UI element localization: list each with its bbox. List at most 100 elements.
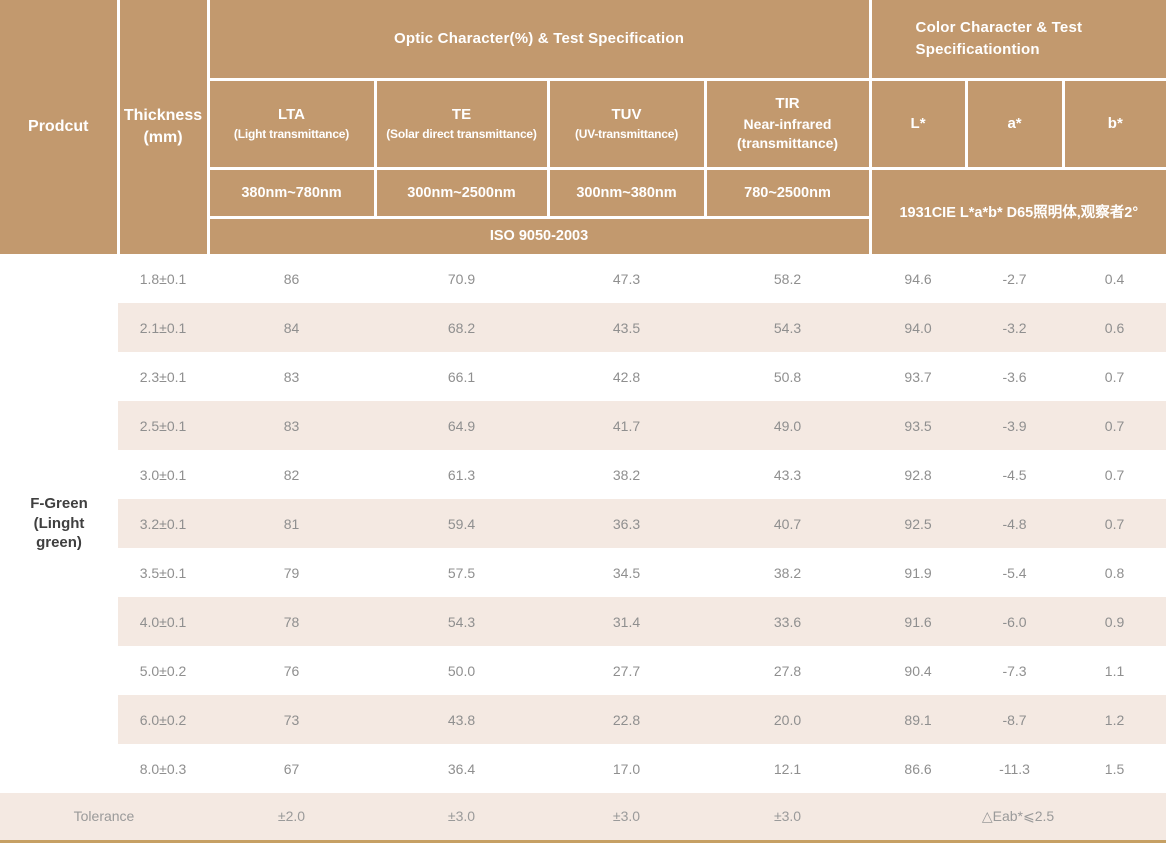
- value-cell: 57.5: [375, 548, 548, 597]
- value-cell: 43.3: [705, 450, 871, 499]
- value-cell: 0.9: [1063, 597, 1166, 646]
- column-header-tir: TIR Near-infrared (transmittance): [705, 79, 872, 170]
- value-cell: 90.4: [870, 646, 967, 695]
- column-subtitle: (Light transmittance): [233, 126, 350, 141]
- thickness-cell: 2.3±0.1: [118, 352, 208, 401]
- wavelength-range-tir: 780~2500nm: [705, 168, 872, 219]
- value-cell: 1.2: [1063, 695, 1166, 744]
- thickness-cell: 8.0±0.3: [118, 744, 208, 793]
- thickness-cell: 3.2±0.1: [118, 499, 208, 548]
- value-cell: 40.7: [705, 499, 871, 548]
- color-group-header: Color Character & Test Specificationtion: [870, 0, 1166, 81]
- value-cell: 79: [208, 548, 375, 597]
- column-header-bstar: b*: [1063, 79, 1166, 170]
- value-cell: 73: [208, 695, 375, 744]
- wavelength-range-tuv: 300nm~380nm: [548, 168, 707, 219]
- value-cell: -4.8: [966, 499, 1064, 548]
- value-cell: 0.7: [1063, 352, 1166, 401]
- thickness-cell: 5.0±0.2: [118, 646, 208, 695]
- value-cell: 41.7: [548, 401, 705, 450]
- value-cell: 43.8: [375, 695, 548, 744]
- value-cell: 54.3: [705, 303, 871, 352]
- value-cell: 83: [208, 352, 375, 401]
- column-name: LTA: [278, 106, 305, 124]
- tolerance-value: ±3.0: [375, 793, 548, 843]
- value-cell: 0.8: [1063, 548, 1166, 597]
- value-cell: 91.6: [870, 597, 967, 646]
- value-cell: 50.8: [705, 352, 871, 401]
- value-cell: 0.6: [1063, 303, 1166, 352]
- value-cell: 94.0: [870, 303, 967, 352]
- value-cell: 50.0: [375, 646, 548, 695]
- value-cell: -5.4: [966, 548, 1064, 597]
- value-cell: -8.7: [966, 695, 1064, 744]
- tolerance-value: ±2.0: [208, 793, 375, 843]
- column-name: TUV: [611, 106, 642, 124]
- column-subtitle: Near-infrared (transmittance): [736, 115, 839, 151]
- product-name-cell: F-Green (Linght green): [0, 254, 118, 793]
- standard-row: ISO 9050-2003: [0, 217, 1166, 254]
- value-cell: 0.7: [1063, 499, 1166, 548]
- value-cell: 43.5: [548, 303, 705, 352]
- tolerance-color-value: △Eab*⩽2.5: [870, 793, 1166, 843]
- table-row: F-Green (Linght green) 1.8±0.1 86 70.9 4…: [0, 254, 1166, 793]
- value-cell: 42.8: [548, 352, 705, 401]
- value-cell: -3.9: [966, 401, 1064, 450]
- value-cell: 1.5: [1063, 744, 1166, 793]
- thickness-cell: 4.0±0.1: [118, 597, 208, 646]
- column-name: TIR: [775, 95, 800, 113]
- value-cell: -7.3: [966, 646, 1064, 695]
- value-cell: -3.2: [966, 303, 1064, 352]
- value-cell: 17.0: [548, 744, 705, 793]
- value-cell: 36.3: [548, 499, 705, 548]
- value-cell: 0.7: [1063, 450, 1166, 499]
- tolerance-row: Tolerance ±2.0 ±3.0 ±3.0 ±3.0 △Eab*⩽2.5: [0, 793, 1166, 843]
- column-header-te: TE (Solar direct transmittance): [375, 79, 550, 170]
- value-cell: 12.1: [705, 744, 871, 793]
- value-cell: 49.0: [705, 401, 871, 450]
- column-subtitle: (Solar direct transmittance): [386, 126, 537, 141]
- value-cell: 47.3: [548, 254, 705, 303]
- column-header-lstar: L*: [870, 79, 968, 170]
- value-cell: -3.6: [966, 352, 1064, 401]
- value-cell: 58.2: [705, 254, 871, 303]
- value-cell: 76: [208, 646, 375, 695]
- product-column-header: Prodcut: [0, 0, 120, 254]
- value-cell: 86.6: [870, 744, 967, 793]
- value-cell: 67: [208, 744, 375, 793]
- value-cell: 68.2: [375, 303, 548, 352]
- column-header-tuv: TUV (UV-transmittance): [548, 79, 707, 170]
- wavelength-row: 380nm~780nm 300nm~2500nm 300nm~380nm 780…: [0, 168, 1166, 254]
- value-cell: 83: [208, 401, 375, 450]
- table-row: 2.5±0.1 83 64.9 41.7 49.0 93.5 -3.9 0.7: [0, 401, 1166, 450]
- table-row: 4.0±0.1 78 54.3 31.4 33.6 91.6 -6.0 0.9: [0, 597, 1166, 646]
- group-header-row: Prodcut Thickness (mm) Optic Character(%…: [0, 0, 1166, 254]
- value-cell: 22.8: [548, 695, 705, 744]
- value-cell: 38.2: [705, 548, 871, 597]
- column-header-lta: LTA (Light transmittance): [208, 79, 377, 170]
- value-cell: 1.1: [1063, 646, 1166, 695]
- table-row: 2.3±0.1 83 66.1 42.8 50.8 93.7 -3.6 0.7: [0, 352, 1166, 401]
- value-cell: 27.8: [705, 646, 871, 695]
- value-cell: 78: [208, 597, 375, 646]
- table-body: F-Green (Linght green) 1.8±0.1 86 70.9 4…: [0, 254, 1166, 843]
- value-cell: -2.7: [966, 254, 1064, 303]
- thickness-column-header: Thickness (mm): [118, 0, 210, 254]
- value-cell: 0.4: [1063, 254, 1166, 303]
- value-cell: 93.5: [870, 401, 967, 450]
- value-cell: 33.6: [705, 597, 871, 646]
- thickness-cell: 1.8±0.1: [118, 254, 208, 303]
- value-cell: 94.6: [870, 254, 967, 303]
- tolerance-label: Tolerance: [0, 793, 208, 843]
- thickness-cell: 3.5±0.1: [118, 548, 208, 597]
- value-cell: 36.4: [375, 744, 548, 793]
- table-header: Prodcut Thickness (mm) Optic Character(%…: [0, 0, 1166, 254]
- thickness-cell: 2.5±0.1: [118, 401, 208, 450]
- value-cell: 59.4: [375, 499, 548, 548]
- thickness-cell: 2.1±0.1: [118, 303, 208, 352]
- table-row: 8.0±0.3 67 36.4 17.0 12.1 86.6 -11.3 1.5: [0, 744, 1166, 793]
- value-cell: 92.8: [870, 450, 967, 499]
- table-row: 3.5±0.1 79 57.5 34.5 38.2 91.9 -5.4 0.8: [0, 548, 1166, 597]
- value-cell: 66.1: [375, 352, 548, 401]
- tolerance-value: ±3.0: [548, 793, 705, 843]
